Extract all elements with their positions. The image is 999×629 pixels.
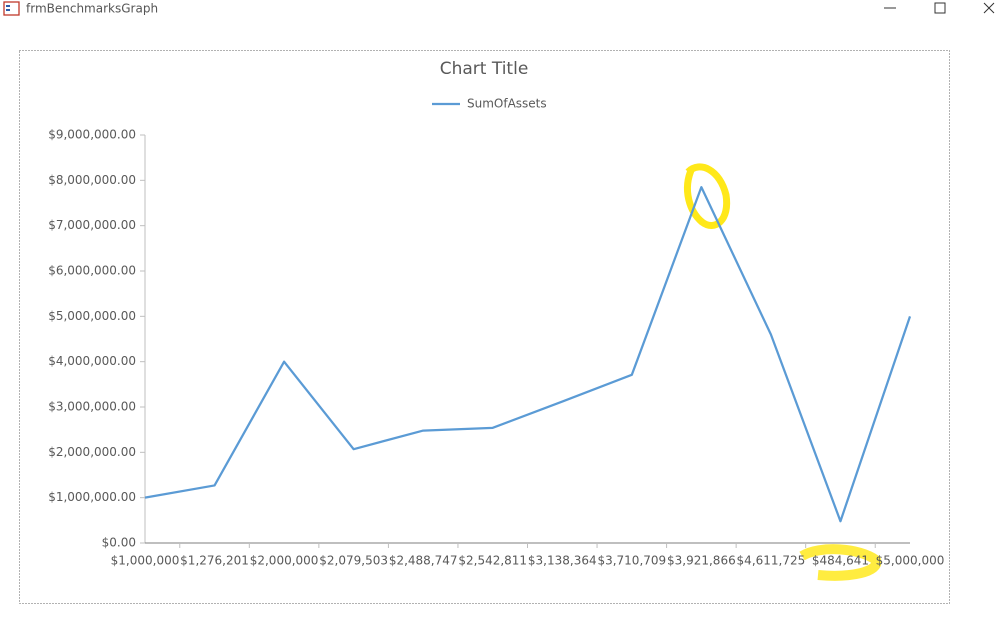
- chart-title: Chart Title: [440, 59, 529, 79]
- line: [144, 186, 912, 523]
- highlight-mark: [799, 544, 882, 581]
- x-tick-label: $5,000,000: [876, 554, 945, 568]
- x-tick-label: $2,079,503: [319, 554, 388, 568]
- form-icon: [3, 1, 20, 16]
- x-tick-label: $2,542,811: [458, 554, 527, 568]
- y-tick-label: $4,000,000.00: [48, 354, 136, 368]
- y-tick-label: $8,000,000.00: [48, 173, 136, 187]
- chart-frame: [19, 50, 950, 604]
- y-tick-label: $2,000,000.00: [48, 445, 136, 459]
- highlight-circle: [684, 163, 731, 229]
- legend-label: SumOfAssets: [467, 97, 547, 111]
- y-tick-label: $3,000,000.00: [48, 400, 136, 414]
- y-tick-label: $5,000,000.00: [48, 309, 136, 323]
- x-tick-label: $4,611,725: [737, 554, 806, 568]
- window-title: frmBenchmarksGraph: [26, 2, 158, 16]
- x-tick-label: $3,921,866: [667, 554, 736, 568]
- y-tick-label: $9,000,000.00: [48, 128, 136, 142]
- x-tick-label: $3,710,709: [597, 554, 666, 568]
- x-tick-label: $1,000,000: [111, 554, 180, 568]
- form-icon-detail: [6, 5, 10, 7]
- x-tick-label: $484,641: [812, 554, 869, 568]
- maximize-button[interactable]: [934, 2, 946, 14]
- y-tick-label: $7,000,000.00: [48, 218, 136, 232]
- x-tick-label: $2,488,747: [389, 554, 458, 568]
- form-icon-detail: [6, 9, 10, 11]
- y-tick-label: $1,000,000.00: [48, 490, 136, 504]
- y-tick-label: $0.00: [102, 536, 136, 550]
- x-tick-label: $2,000,000: [250, 554, 319, 568]
- x-tick-label: $3,138,364: [528, 554, 597, 568]
- y-tick-label: $6,000,000.00: [48, 264, 136, 278]
- x-tick-label: $1,276,201: [180, 554, 249, 568]
- close-button[interactable]: [983, 2, 995, 14]
